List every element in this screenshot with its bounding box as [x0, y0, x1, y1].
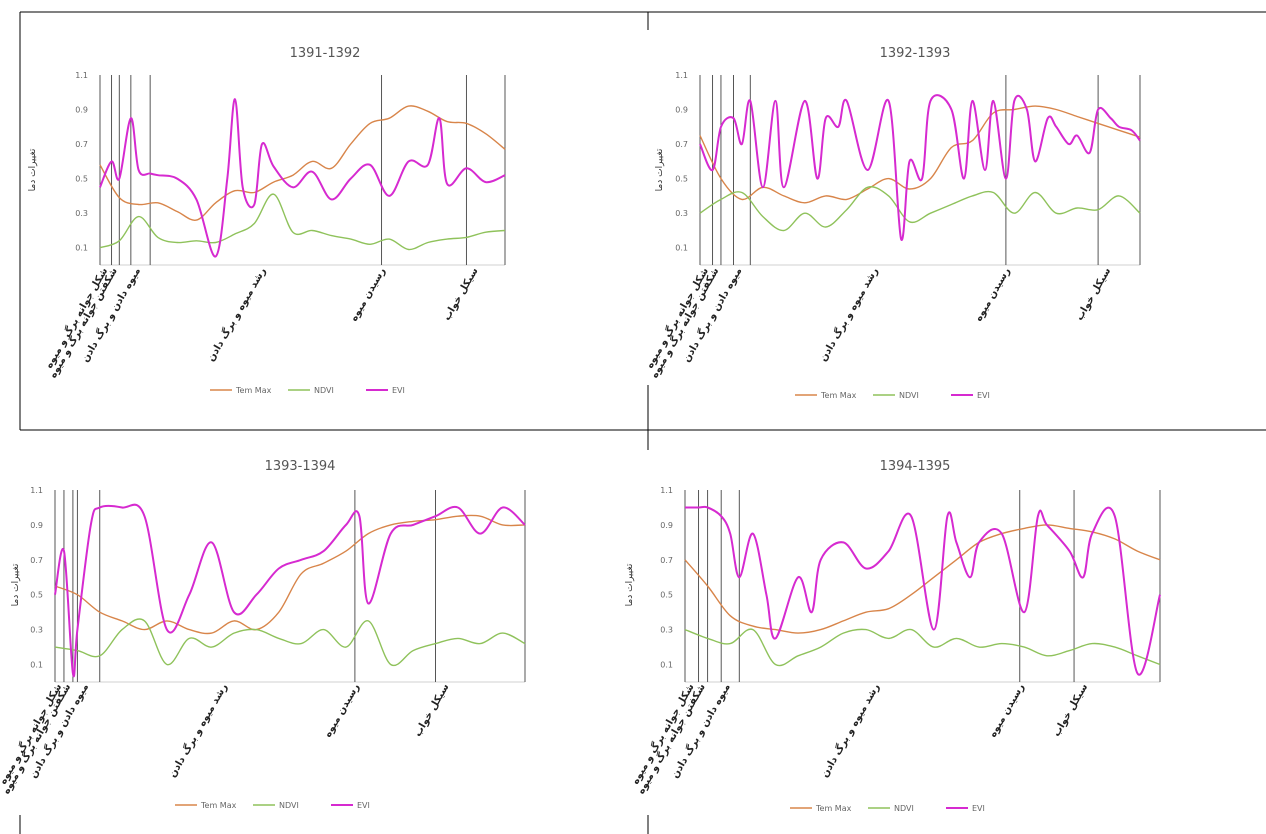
legend-label: NDVI — [314, 386, 334, 395]
stage-label: سیکل خواب — [412, 682, 451, 739]
series-line-evi — [99, 98, 506, 258]
y-tick-label: 0.1 — [660, 661, 673, 670]
y-tick-label: 0.3 — [30, 626, 43, 635]
series-line-ndvi — [99, 193, 506, 251]
chart-panel-4: 1394-1395 تغییرات دما 1.1 0.9 0.7 0.5 0.3 0.1 شک… — [625, 459, 1161, 813]
y-tick-label: 0.9 — [75, 106, 88, 115]
legend-label: NDVI — [899, 391, 919, 400]
series-line-ndvi — [54, 618, 526, 667]
y-tick-label: 0.7 — [675, 140, 688, 149]
legend-label: EVI — [357, 801, 370, 810]
stage-label: سیکل خواب — [1051, 682, 1090, 739]
legend-label: Tem Max — [820, 391, 857, 400]
stage-label: رسیدن میوه — [322, 682, 362, 740]
y-axis-label: تغییرات دما — [28, 148, 38, 191]
y-tick-label: 1.1 — [30, 486, 43, 495]
y-tick-label: 0.3 — [660, 626, 673, 635]
stage-label: رسیدن میوه — [987, 682, 1027, 740]
legend: Tem Max NDVI EVI — [175, 801, 370, 810]
y-axis-label: تغییرات دما — [655, 148, 665, 191]
series-line-ndvi — [684, 628, 1161, 667]
panel-frame — [19, 11, 1266, 834]
y-tick-label: 1.1 — [660, 486, 673, 495]
y-tick-label: 0.5 — [75, 175, 88, 184]
legend-label: NDVI — [894, 804, 914, 813]
series-line-tem-max — [54, 514, 526, 635]
chart-title: 1393-1394 — [265, 459, 336, 474]
y-tick-label: 0.5 — [30, 591, 43, 600]
y-tick-label: 0.9 — [675, 106, 688, 115]
stage-label: رسیدن میوه — [349, 266, 389, 324]
y-tick-label: 0.5 — [675, 175, 688, 184]
series-line-evi — [684, 505, 1161, 676]
y-tick-label: 0.1 — [675, 244, 688, 253]
legend-label: NDVI — [279, 801, 299, 810]
y-tick-label: 0.7 — [30, 556, 43, 565]
legend-label: EVI — [392, 386, 405, 395]
stage-label: رشد میوه و برگ دادن — [204, 265, 269, 364]
legend-label: EVI — [977, 391, 990, 400]
chart-panel-1: 1391-1392 تغییرات دما 1.1 0.9 0.7 0.5 0.3 0.1 شک… — [28, 46, 506, 395]
stage-label: سیکل خواب — [1074, 266, 1113, 323]
y-axis-label: تغییرات دما — [11, 563, 21, 606]
series-line-evi — [699, 94, 1141, 241]
y-tick-label: 0.9 — [660, 521, 673, 530]
stage-label: سیکل خواب — [442, 266, 481, 323]
legend-label: Tem Max — [235, 386, 272, 395]
legend: Tem Max NDVI EVI — [795, 391, 990, 400]
stage-label: رشد میوه و برگ دادن — [816, 265, 881, 364]
stage-label: شکل جوانه برگ و میوه — [628, 681, 696, 786]
chart-title: 1391-1392 — [290, 46, 361, 61]
series-line-tem-max — [99, 105, 506, 221]
chart-title: 1394-1395 — [880, 459, 951, 474]
stage-label: شکل جوانه برگ و میوه — [42, 265, 110, 370]
stage-label: رسیدن میوه — [973, 266, 1013, 324]
chart-panel-2: 1392-1393 تغییرات دما 1.1 0.9 0.7 0.5 0.3 0.1 شک… — [643, 46, 1141, 400]
stage-label: رشد میوه و برگ دادن — [818, 681, 883, 780]
y-tick-label: 0.9 — [30, 521, 43, 530]
legend-label: EVI — [972, 804, 985, 813]
series-line-evi — [54, 503, 526, 678]
y-tick-label: 0.7 — [660, 556, 673, 565]
y-axis-label: تغییرات دما — [625, 563, 635, 606]
series-line-tem-max — [699, 105, 1141, 204]
y-tick-label: 1.1 — [75, 71, 88, 80]
stage-label: شکل جوانه برگ و میوه — [643, 265, 711, 370]
y-tick-label: 0.7 — [75, 140, 88, 149]
y-tick-label: 0.1 — [30, 661, 43, 670]
stage-label: رشد میوه و برگ دادن — [165, 681, 230, 780]
chart-title: 1392-1393 — [880, 46, 951, 61]
y-tick-label: 0.3 — [75, 209, 88, 218]
legend-label: Tem Max — [200, 801, 237, 810]
legend: Tem Max NDVI EVI — [210, 386, 405, 395]
legend-label: Tem Max — [815, 804, 852, 813]
y-tick-label: 0.3 — [675, 209, 688, 218]
legend: Tem Max NDVI EVI — [790, 804, 985, 813]
y-tick-label: 0.1 — [75, 244, 88, 253]
series-line-ndvi — [699, 186, 1141, 232]
series-line-tem-max — [684, 524, 1161, 634]
y-tick-label: 0.5 — [660, 591, 673, 600]
y-tick-label: 1.1 — [675, 71, 688, 80]
